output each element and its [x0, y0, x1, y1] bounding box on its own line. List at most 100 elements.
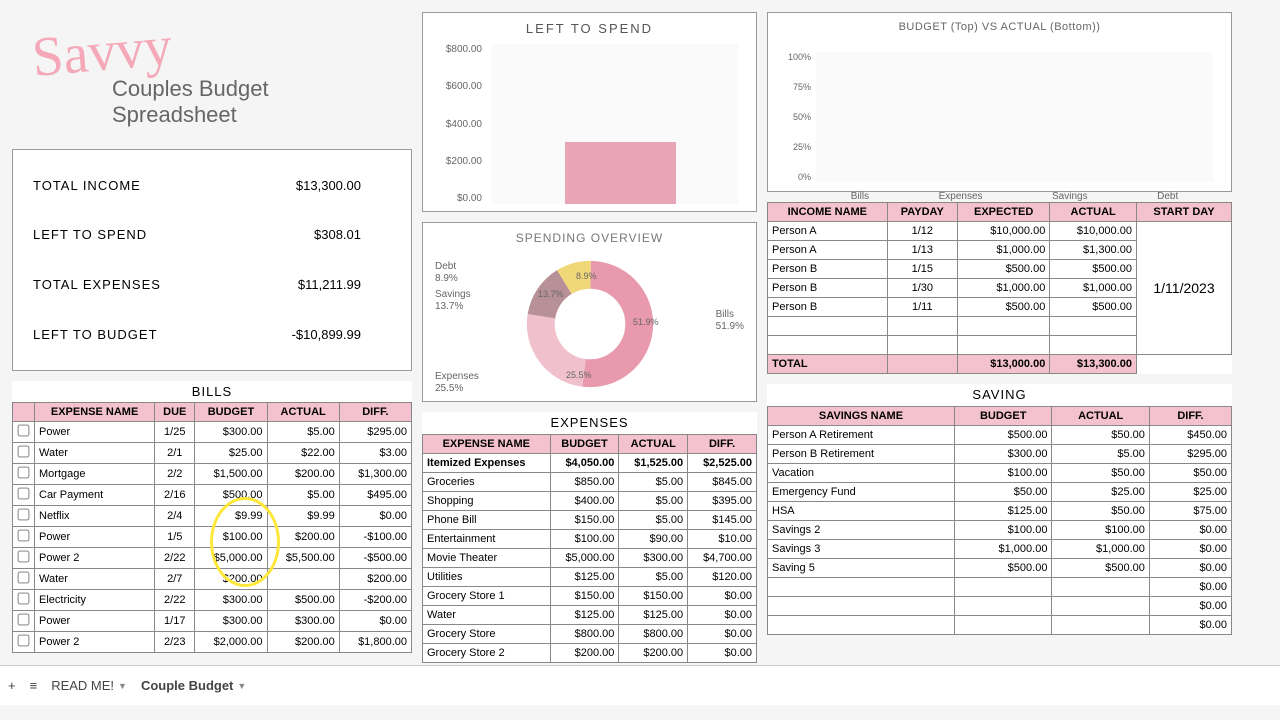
logo-subtitle: Couples Budget Spreadsheet	[112, 76, 392, 129]
bva-title: BUDGET (Top) VS ACTUAL (Bottom))	[776, 21, 1223, 33]
lts-chart-title: LEFT TO SPEND	[431, 21, 748, 36]
column-header: DIFF.	[1149, 406, 1231, 425]
table-row: Water$125.00$125.00$0.00	[423, 605, 757, 624]
budget-vs-actual-chart: BUDGET (Top) VS ACTUAL (Bottom)) 100%75%…	[767, 12, 1232, 192]
table-row: Itemized Expenses$4,050.00$1,525.00$2,52…	[423, 453, 757, 472]
expenses-table: EXPENSES EXPENSE NAMEBUDGETACTUALDIFF. I…	[422, 412, 757, 663]
table-row: Shopping$400.00$5.00$395.00	[423, 491, 757, 510]
column-header: DIFF.	[339, 403, 411, 422]
left-to-budget-value: -$10,899.99	[292, 327, 361, 342]
table-row: HSA$125.00$50.00$75.00	[768, 501, 1232, 520]
bills-table: BILLS EXPENSE NAMEDUEBUDGETACTUALDIFF. P…	[12, 381, 412, 654]
table-row: Movie Theater$5,000.00$300.00$4,700.00	[423, 548, 757, 567]
column-header: BUDGET	[954, 406, 1051, 425]
logo-script: Savvy	[29, 14, 174, 90]
donut-label-bills: Bills51.9%	[716, 309, 744, 333]
table-row: Groceries$850.00$5.00$845.00	[423, 472, 757, 491]
donut-label-expenses: Expenses25.5%	[435, 371, 479, 395]
add-sheet-button[interactable]: +	[8, 678, 16, 693]
table-row: Utilities$125.00$5.00$120.00	[423, 567, 757, 586]
table-row: Person B Retirement$300.00$5.00$295.00	[768, 444, 1232, 463]
bills-title: BILLS	[13, 381, 412, 403]
bill-checkbox[interactable]	[18, 635, 30, 647]
column-header: BUDGET	[550, 434, 619, 453]
table-row: Entertainment$100.00$90.00$10.00	[423, 529, 757, 548]
table-row: Netflix2/4$9.99$9.99$0.00	[13, 506, 412, 527]
table-row: Emergency Fund$50.00$25.00$25.00	[768, 482, 1232, 501]
start-day-cell[interactable]: 1/11/2023	[1136, 222, 1231, 355]
table-row: Electricity2/22$300.00$500.00-$200.00	[13, 590, 412, 611]
table-row: Water2/7$200.00$200.00	[13, 569, 412, 590]
table-row: Vacation$100.00$50.00$50.00	[768, 463, 1232, 482]
chevron-down-icon: ▼	[118, 681, 127, 691]
spending-title: SPENDING OVERVIEW	[431, 231, 748, 245]
table-row: Grocery Store$800.00$800.00$0.00	[423, 624, 757, 643]
table-row: $0.00	[768, 577, 1232, 596]
table-row: Saving 5$500.00$500.00$0.00	[768, 558, 1232, 577]
table-row: Savings 2$100.00$100.00$0.00	[768, 520, 1232, 539]
donut-pct-exp: 25.5%	[566, 370, 592, 381]
table-row: Person A Retirement$500.00$50.00$450.00	[768, 425, 1232, 444]
income-total-actual: $13,300.00	[1050, 355, 1137, 374]
income-total-expected: $13,000.00	[957, 355, 1049, 374]
saving-title: SAVING	[768, 384, 1232, 406]
column-header: ACTUAL	[1052, 406, 1149, 425]
expenses-title: EXPENSES	[423, 412, 757, 434]
table-row: Car Payment2/16$500.00$5.00$495.00	[13, 485, 412, 506]
table-row: Power1/25$300.00$5.00$295.00	[13, 422, 412, 443]
table-row: Grocery Store 2$200.00$200.00$0.00	[423, 643, 757, 662]
column-header: DUE	[155, 403, 195, 422]
table-row: Power 22/22$5,000.00$5,500.00-$500.00	[13, 548, 412, 569]
table-row: Power 22/23$2,000.00$200.00$1,800.00	[13, 632, 412, 653]
saving-table: SAVING SAVINGS NAMEBUDGETACTUALDIFF. Per…	[767, 384, 1232, 635]
bill-checkbox[interactable]	[18, 467, 30, 479]
table-row: Person A1/12$10,000.00$10,000.001/11/202…	[768, 222, 1232, 241]
total-income-value: $13,300.00	[296, 178, 361, 193]
sheet-tabs: + ≡ READ ME! ▼ Couple Budget ▼	[0, 665, 1280, 705]
table-row: $0.00	[768, 596, 1232, 615]
donut-label-debt: Debt8.9%	[435, 261, 458, 285]
column-header: EXPENSE NAME	[423, 434, 551, 453]
column-header: SAVINGS NAME	[768, 406, 955, 425]
bill-checkbox[interactable]	[18, 446, 30, 458]
income-table: INCOME NAMEPAYDAYEXPECTEDACTUALSTART DAY…	[767, 202, 1232, 374]
table-row: Water2/1$25.00$22.00$3.00	[13, 443, 412, 464]
bill-checkbox[interactable]	[18, 614, 30, 626]
income-total-label: TOTAL	[768, 355, 888, 374]
donut-pct-bills: 51.9%	[633, 317, 659, 328]
bill-checkbox[interactable]	[18, 572, 30, 584]
bill-checkbox[interactable]	[18, 488, 30, 500]
left-to-spend-chart: LEFT TO SPEND $800.00$600.00$400.00$200.…	[422, 12, 757, 212]
table-row: Savings 3$1,000.00$1,000.00$0.00	[768, 539, 1232, 558]
bill-checkbox[interactable]	[18, 509, 30, 521]
table-row: Mortgage2/2$1,500.00$200.00$1,300.00	[13, 464, 412, 485]
table-row: Phone Bill$150.00$5.00$145.00	[423, 510, 757, 529]
bill-checkbox[interactable]	[18, 530, 30, 542]
table-row: Grocery Store 1$150.00$150.00$0.00	[423, 586, 757, 605]
table-row: Power1/17$300.00$300.00$0.00	[13, 611, 412, 632]
total-expenses-value: $11,211.99	[298, 277, 361, 292]
chevron-down-icon: ▼	[237, 681, 246, 691]
spending-overview-chart: SPENDING OVERVIEW Debt8.9% Savings13.7% …	[422, 222, 757, 402]
table-row: $0.00	[768, 615, 1232, 634]
column-header: ACTUAL	[619, 434, 688, 453]
tab-read-me[interactable]: READ ME! ▼	[51, 678, 127, 693]
tab-couple-budget[interactable]: Couple Budget ▼	[141, 678, 246, 693]
column-header: ACTUAL	[267, 403, 339, 422]
donut-pct-sav: 13.7%	[538, 289, 564, 300]
total-expenses-label: TOTAL EXPENSES	[33, 277, 161, 292]
table-row: Power1/5$100.00$200.00-$100.00	[13, 527, 412, 548]
donut-pct-debt: 8.9%	[576, 271, 597, 282]
summary-box: TOTAL INCOME $13,300.00 LEFT TO SPEND $3…	[12, 149, 412, 370]
bill-checkbox[interactable]	[18, 551, 30, 563]
total-income-label: TOTAL INCOME	[33, 178, 141, 193]
left-to-spend-value: $308.01	[314, 227, 361, 242]
donut-label-savings: Savings13.7%	[435, 289, 471, 313]
bill-checkbox[interactable]	[18, 593, 30, 605]
all-sheets-button[interactable]: ≡	[30, 678, 38, 693]
left-to-budget-label: LEFT TO BUDGET	[33, 327, 158, 342]
column-header: EXPENSE NAME	[35, 403, 155, 422]
column-header: BUDGET	[195, 403, 267, 422]
logo-area: Savvy Couples Budget Spreadsheet	[12, 12, 412, 139]
bill-checkbox[interactable]	[18, 425, 30, 437]
